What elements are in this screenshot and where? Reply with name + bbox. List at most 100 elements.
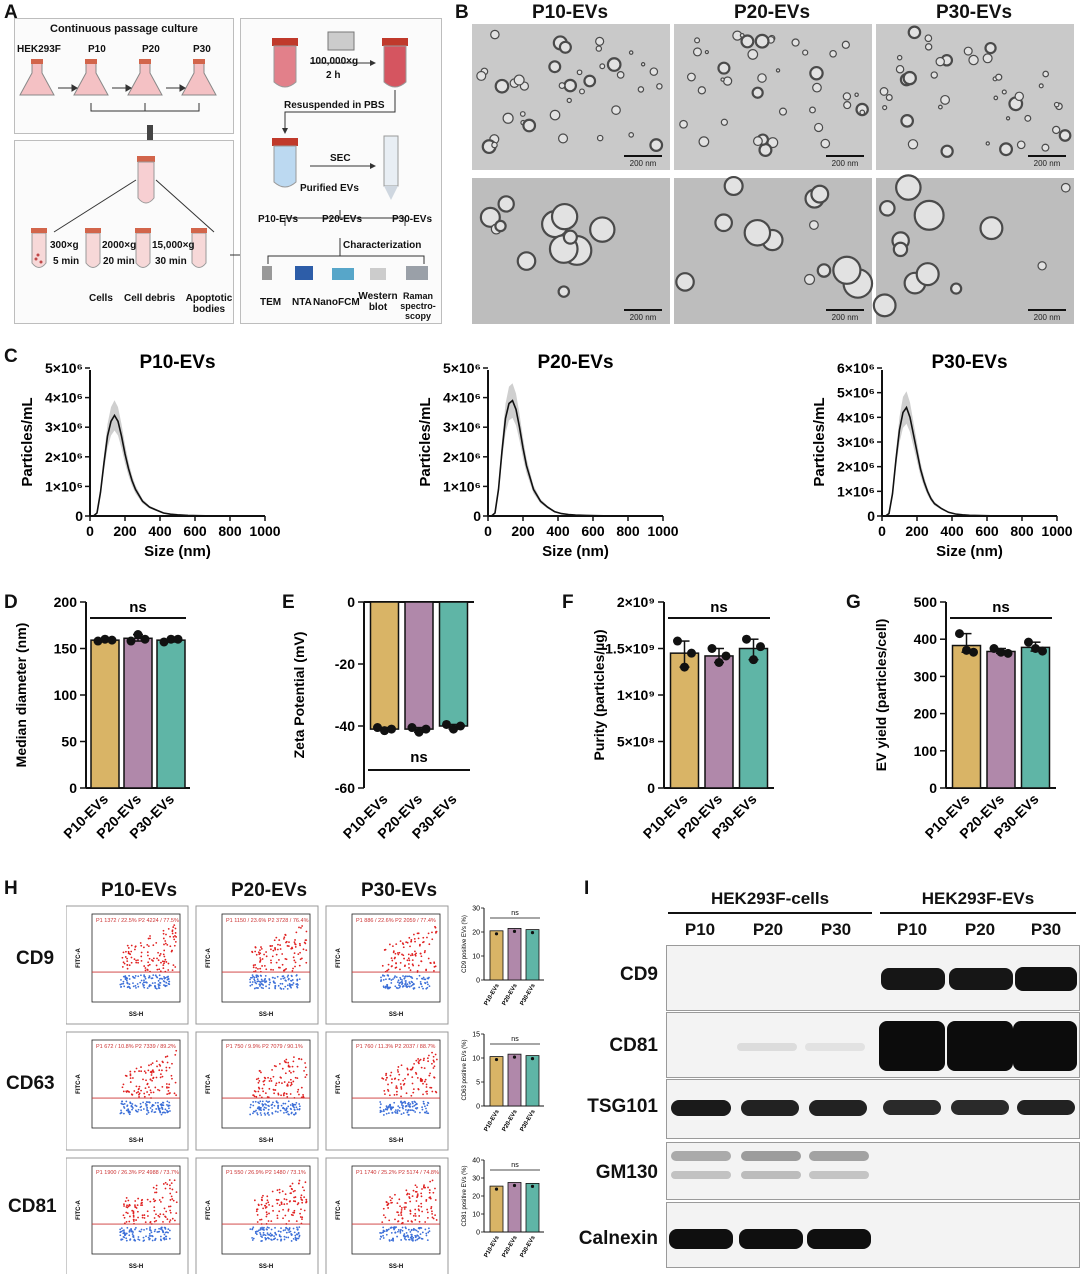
ev-particle: [522, 118, 537, 133]
scatter-dot: [412, 1189, 415, 1192]
scatter-dot: [294, 1234, 297, 1237]
scatter-dot: [152, 944, 155, 947]
scatter-dot: [288, 1065, 291, 1068]
ev-particle: [859, 109, 866, 116]
panel-label-d: D: [4, 592, 18, 613]
scatter-dot: [404, 1206, 407, 1209]
scatter-dot: [159, 1235, 162, 1238]
scale-bar-label: 200 nm: [832, 159, 859, 168]
scatter-dot: [419, 952, 422, 955]
scatter-dot: [255, 1208, 258, 1211]
scatter-dot: [285, 1236, 288, 1239]
scatter-dot: [289, 1185, 292, 1188]
scatter-dot: [409, 1200, 412, 1203]
scatter-dot: [262, 1090, 265, 1093]
scatter-dot: [421, 977, 423, 980]
scatter-dot: [171, 1217, 174, 1220]
scatter-dot: [276, 1189, 279, 1192]
scatter-dot: [132, 1218, 135, 1221]
scatter-dot: [157, 979, 160, 982]
scatter-dot: [392, 950, 395, 953]
x-axis-label: SS-H: [129, 1138, 143, 1144]
scatter-dot: [147, 1069, 150, 1072]
scatter-dot: [141, 1216, 144, 1219]
tube-icon: [137, 156, 155, 204]
scatter-dot: [405, 1235, 407, 1238]
scatter-dot: [292, 1214, 294, 1217]
scatter-dot: [276, 975, 279, 978]
significance-label: ns: [511, 910, 519, 917]
scatter-dot: [146, 1210, 149, 1213]
scatter-dot: [143, 1070, 146, 1073]
scatter-dot: [400, 1239, 403, 1241]
ev-particle: [993, 95, 999, 101]
scatter-dot: [266, 1226, 269, 1229]
scatter-dot: [293, 1209, 296, 1212]
scatter-dot: [122, 975, 125, 978]
scatter-dot: [381, 964, 384, 967]
ev-particle: [963, 46, 973, 56]
ev-particle: [476, 70, 487, 81]
scatter-dot: [128, 1220, 131, 1223]
scatter-dot: [386, 969, 389, 972]
scatter-dot: [160, 1106, 163, 1109]
scatter-dot: [145, 1113, 148, 1115]
scatter-dot: [166, 1103, 168, 1106]
scatter-dot: [385, 978, 387, 981]
scatter-dot: [428, 1054, 430, 1057]
scatter-dot: [262, 1234, 265, 1237]
scale-bar-label: 200 nm: [1034, 159, 1061, 168]
blot-protein-label: TSG101: [587, 1096, 658, 1117]
scatter-dot: [435, 1219, 438, 1221]
scatter-dot: [128, 1234, 131, 1237]
bar: [156, 639, 186, 789]
scatter-dot: [414, 950, 416, 953]
y-tick-label: 3×10⁶: [45, 419, 83, 435]
scatter-dot: [167, 927, 170, 930]
flask-label-p20: P20: [142, 44, 160, 55]
ev-particle: [616, 71, 625, 79]
scatter-dot: [261, 1196, 263, 1199]
scatter-dot: [143, 975, 146, 978]
flow-column-header: P20-EVs: [230, 880, 308, 901]
scatter-dot: [415, 1190, 418, 1193]
scatter-dot: [126, 964, 129, 966]
scatter-dot: [429, 962, 432, 964]
scatter-dot: [175, 1201, 178, 1204]
scatter-dot: [138, 1070, 140, 1072]
scatter-dot: [144, 1221, 147, 1224]
scatter-dot: [154, 974, 157, 977]
x-axis-label: SS-H: [259, 1012, 273, 1018]
ev-particle: [754, 33, 770, 49]
scatter-dot: [126, 944, 129, 947]
scatter-dot: [149, 937, 151, 940]
scatter-dot: [387, 963, 390, 966]
scatter-dot: [388, 1219, 391, 1222]
scatter-dot: [138, 1085, 141, 1088]
scatter-dot: [385, 1076, 388, 1079]
scatter-dot: [164, 958, 167, 961]
scatter-dot: [259, 961, 261, 963]
x-tick-label: 400: [148, 523, 172, 539]
tem-icon: [262, 266, 272, 280]
scatter-dot: [298, 1105, 301, 1108]
scatter-dot: [290, 1240, 293, 1242]
scatter-dot: [396, 1235, 399, 1238]
scatter-dot: [169, 1209, 172, 1212]
scatter-dot: [409, 945, 411, 948]
scatter-dot: [283, 1111, 285, 1114]
scatter-dot: [287, 1236, 290, 1239]
scatter-dot: [401, 1217, 404, 1220]
blot-band: [809, 1171, 869, 1179]
y-axis-label: Purity (particles/µg): [591, 630, 607, 761]
scatter-dot: [278, 939, 281, 941]
scatter-dot: [122, 1083, 125, 1086]
scatter-dot: [254, 1232, 257, 1235]
blot-lane-label: P20: [752, 920, 784, 939]
scatter-dot: [129, 1070, 132, 1073]
scatter-dot: [174, 927, 177, 930]
scatter-dot: [393, 976, 396, 979]
scatter-dot: [404, 1077, 406, 1080]
scatter-dot: [401, 1106, 404, 1109]
scatter-dot: [265, 1215, 268, 1218]
